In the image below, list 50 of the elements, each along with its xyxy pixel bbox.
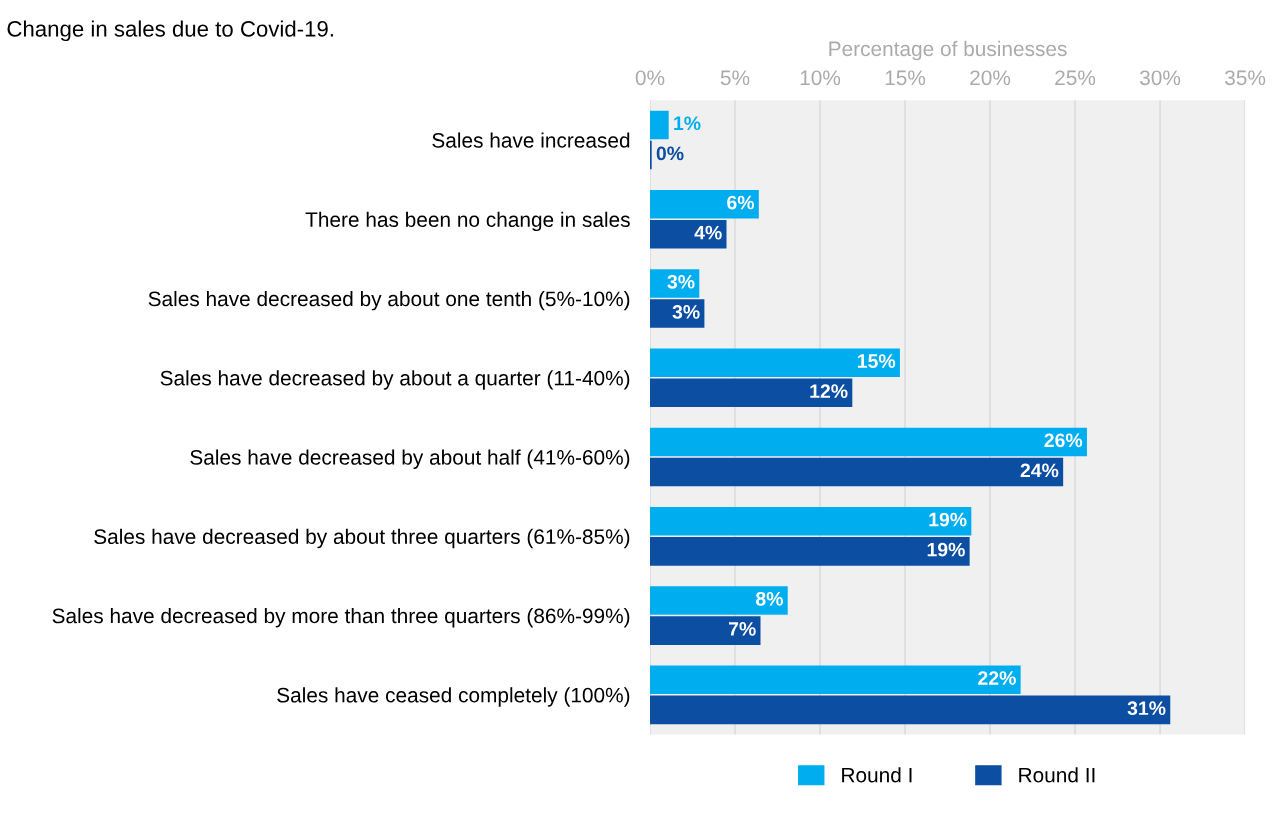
data-label: 6%	[727, 195, 755, 210]
text: Change in sales due to Covid-19.	[7, 20, 333, 42]
data-label: 3%	[672, 305, 700, 319]
x-tick-label: 35%	[1225, 70, 1266, 86]
x-tick-label: 5%	[720, 70, 750, 86]
legend-label: Round II	[1019, 767, 1095, 783]
bar	[649, 616, 761, 645]
bar	[649, 457, 1064, 487]
y-tick-label: Sales have decreased by about three quarters (61%-85%)	[94, 528, 630, 549]
data-label: 4%	[694, 225, 722, 240]
x-tick-label: 20%	[970, 70, 1011, 86]
bar	[649, 695, 1171, 725]
data-label: 7%	[728, 622, 756, 636]
bar	[649, 348, 900, 377]
x-tick-label: 0%	[635, 70, 665, 86]
data-label: 0%	[656, 146, 684, 161]
data-label: 8%	[755, 591, 783, 606]
x-tick-label: 10%	[800, 70, 841, 86]
bar	[649, 378, 853, 408]
x-axis-title: Percentage of businesses	[829, 40, 1067, 61]
data-label: 12%	[810, 384, 848, 398]
bar	[649, 506, 972, 536]
bar	[649, 299, 705, 328]
data-label: 15%	[857, 354, 896, 368]
bar	[649, 586, 788, 615]
legend-label: Round I	[842, 767, 912, 783]
bar	[649, 537, 970, 566]
y-tick-label: There has been no change in sales	[305, 211, 630, 232]
data-label: 1%	[674, 116, 701, 131]
y-tick-label: Sales have decreased by about a quarter (11-40%)	[160, 370, 630, 390]
bar	[649, 665, 1021, 695]
data-label: 26%	[1044, 433, 1083, 448]
data-label: 3%	[667, 274, 695, 289]
x-tick-label: 30%	[1140, 70, 1181, 86]
data-label: 19%	[929, 512, 967, 527]
data-label: 24%	[1020, 463, 1059, 478]
data-label: 31%	[1127, 701, 1166, 716]
y-tick-label: Sales have decreased by about half (41%-60%)	[190, 449, 630, 469]
x-tick-label: 15%	[885, 70, 926, 86]
y-tick-label: Sales have decreased by more than three quarters (86%-99%)	[52, 607, 630, 628]
bar	[649, 110, 669, 140]
y-tick-label: Sales have ceased completely (100%)	[277, 687, 630, 707]
bar	[649, 220, 727, 249]
bar	[649, 189, 759, 219]
bar	[649, 427, 1087, 457]
y-tick-label: Sales have decreased by about one tenth (5%-10%)	[148, 290, 630, 311]
data-label: 22%	[978, 671, 1016, 685]
x-tick-label: 25%	[1055, 70, 1096, 86]
y-tick-label: Sales have increased	[432, 132, 630, 148]
data-label: 19%	[927, 542, 965, 557]
